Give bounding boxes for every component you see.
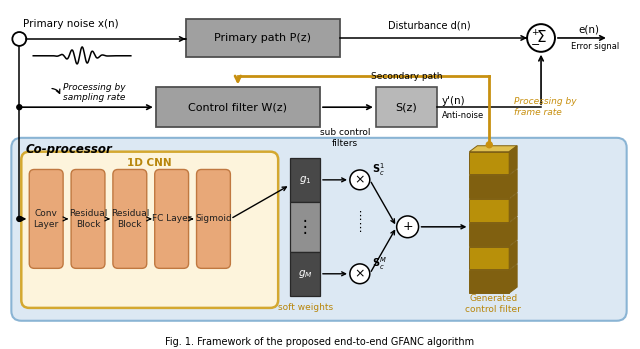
Bar — [469, 247, 509, 269]
Text: Residual
Block: Residual Block — [69, 209, 107, 229]
Text: Residual
Block: Residual Block — [111, 209, 149, 229]
Bar — [186, 19, 340, 57]
Text: ⋮
⋮: ⋮ ⋮ — [355, 211, 365, 233]
Polygon shape — [509, 265, 517, 293]
Bar — [469, 176, 509, 198]
Text: y'(n): y'(n) — [442, 96, 465, 106]
Circle shape — [17, 216, 22, 221]
Text: Σ: Σ — [536, 30, 546, 45]
FancyBboxPatch shape — [21, 152, 278, 308]
Text: $\mathbf{S}_c^1$: $\mathbf{S}_c^1$ — [372, 162, 385, 178]
Text: Co-processor: Co-processor — [26, 143, 113, 156]
Text: 1D CNN: 1D CNN — [127, 157, 172, 168]
Text: sub control
filters: sub control filters — [319, 128, 370, 148]
Text: $g_M$: $g_M$ — [298, 268, 312, 280]
Text: S(z): S(z) — [396, 102, 417, 112]
Polygon shape — [509, 241, 517, 269]
FancyBboxPatch shape — [113, 170, 147, 268]
Circle shape — [17, 105, 22, 110]
Text: FC Layer: FC Layer — [152, 214, 191, 223]
Bar — [156, 87, 320, 127]
Bar — [469, 270, 509, 293]
FancyBboxPatch shape — [71, 170, 105, 268]
Text: Processing by
sampling rate: Processing by sampling rate — [63, 83, 125, 102]
Text: Fig. 1. Framework of the proposed end-to-end GFANC algorithm: Fig. 1. Framework of the proposed end-to… — [165, 336, 475, 347]
Circle shape — [350, 170, 370, 190]
Text: soft weights: soft weights — [278, 303, 333, 312]
Text: Primary noise x(n): Primary noise x(n) — [23, 19, 119, 29]
Text: Processing by
frame rate: Processing by frame rate — [514, 97, 577, 117]
FancyBboxPatch shape — [29, 170, 63, 268]
Text: Conv
Layer: Conv Layer — [33, 209, 59, 229]
Text: +: + — [403, 220, 413, 233]
Bar — [376, 87, 438, 127]
Text: Control filter W(z): Control filter W(z) — [188, 102, 287, 112]
Text: Error signal: Error signal — [571, 42, 619, 51]
Polygon shape — [469, 146, 517, 152]
Polygon shape — [509, 217, 517, 246]
Circle shape — [527, 24, 555, 52]
Text: Primary path P(z): Primary path P(z) — [214, 33, 311, 43]
Text: Generated
control filter: Generated control filter — [465, 294, 521, 314]
Bar — [290, 202, 320, 252]
Text: +: + — [531, 28, 539, 37]
Text: ×: × — [355, 267, 365, 280]
Bar — [469, 152, 509, 174]
Polygon shape — [509, 146, 517, 174]
FancyBboxPatch shape — [196, 170, 230, 268]
Text: ×: × — [355, 173, 365, 186]
FancyBboxPatch shape — [12, 138, 627, 321]
Text: −: − — [531, 40, 540, 50]
Bar — [290, 158, 320, 202]
Circle shape — [397, 216, 419, 238]
Bar — [290, 252, 320, 296]
Polygon shape — [509, 193, 517, 222]
Text: e(n): e(n) — [579, 24, 599, 34]
Circle shape — [486, 142, 492, 148]
Bar — [469, 223, 509, 246]
Text: Anti-noise: Anti-noise — [442, 111, 484, 120]
Bar — [469, 199, 509, 222]
Polygon shape — [509, 170, 517, 198]
Text: Secondary path: Secondary path — [371, 73, 442, 81]
FancyBboxPatch shape — [155, 170, 189, 268]
Circle shape — [12, 32, 26, 46]
Circle shape — [350, 264, 370, 284]
Text: ⋮: ⋮ — [297, 218, 314, 236]
Text: Disturbance d(n): Disturbance d(n) — [388, 20, 471, 30]
Text: Sigmoid: Sigmoid — [195, 214, 232, 223]
Text: $\mathbf{S}_c^M$: $\mathbf{S}_c^M$ — [372, 255, 387, 272]
Text: $g_1$: $g_1$ — [299, 174, 311, 186]
